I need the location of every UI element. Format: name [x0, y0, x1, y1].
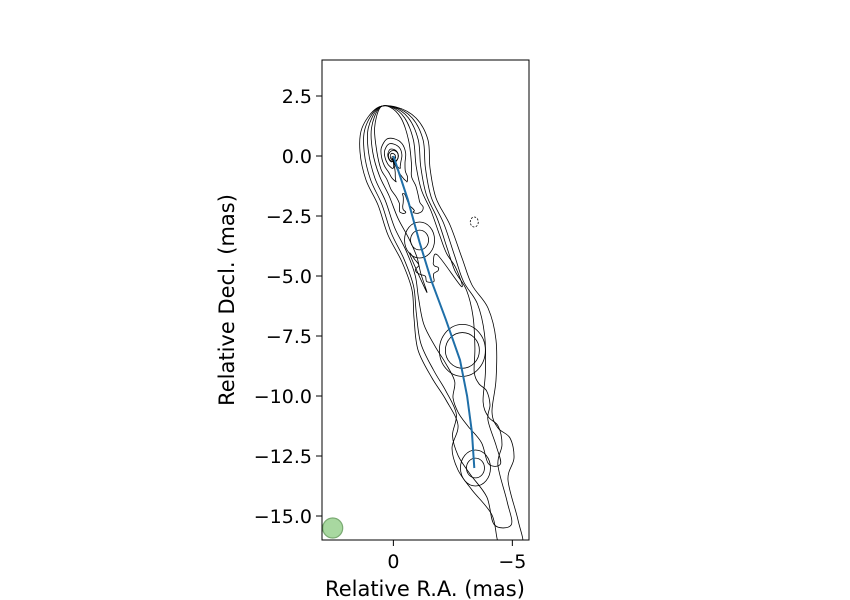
- x-tick-label: −5: [498, 551, 526, 573]
- y-tick-label: 0.0: [282, 146, 312, 168]
- component-contour: [444, 332, 480, 369]
- contour-line: [370, 105, 463, 293]
- beam-layer: [322, 517, 344, 539]
- x-axis-label: Relative R.A. (mas): [325, 577, 525, 600]
- x-axis-ticks: 0 −5: [387, 540, 526, 573]
- contour-line: [366, 105, 502, 467]
- contour-line: [383, 143, 403, 169]
- contour-line: [374, 105, 424, 214]
- component-contour: [387, 150, 399, 162]
- y-axis-ticks: 2.5 0.0 −2.5 −5.0 −7.5 −10.0 −12.5 −15.0: [254, 86, 322, 528]
- contour-layer: [359, 105, 524, 540]
- beam-ellipse: [322, 517, 344, 539]
- negative-contour: [469, 216, 479, 228]
- component-contour: [410, 229, 429, 251]
- contour-line: [359, 105, 524, 540]
- ridge-layer: [392, 155, 476, 469]
- y-tick-label: 2.5: [282, 86, 312, 108]
- y-axis-label: Relative Decl. (mas): [215, 194, 239, 406]
- contour-line: [363, 105, 513, 529]
- y-tick-label: −12.5: [254, 446, 312, 468]
- ridge-line: [392, 155, 476, 469]
- component-contour: [466, 457, 485, 479]
- y-tick-label: −10.0: [254, 386, 312, 408]
- plot-frame: [321, 59, 530, 541]
- component-contour: [404, 221, 435, 259]
- contour-line: [392, 158, 394, 161]
- y-tick-label: −2.5: [266, 206, 312, 228]
- y-tick-label: −15.0: [254, 506, 312, 528]
- y-tick-label: −7.5: [266, 326, 312, 348]
- x-tick-label: 0: [387, 551, 399, 573]
- component-contour: [460, 449, 491, 487]
- y-tick-label: −5.0: [266, 266, 312, 288]
